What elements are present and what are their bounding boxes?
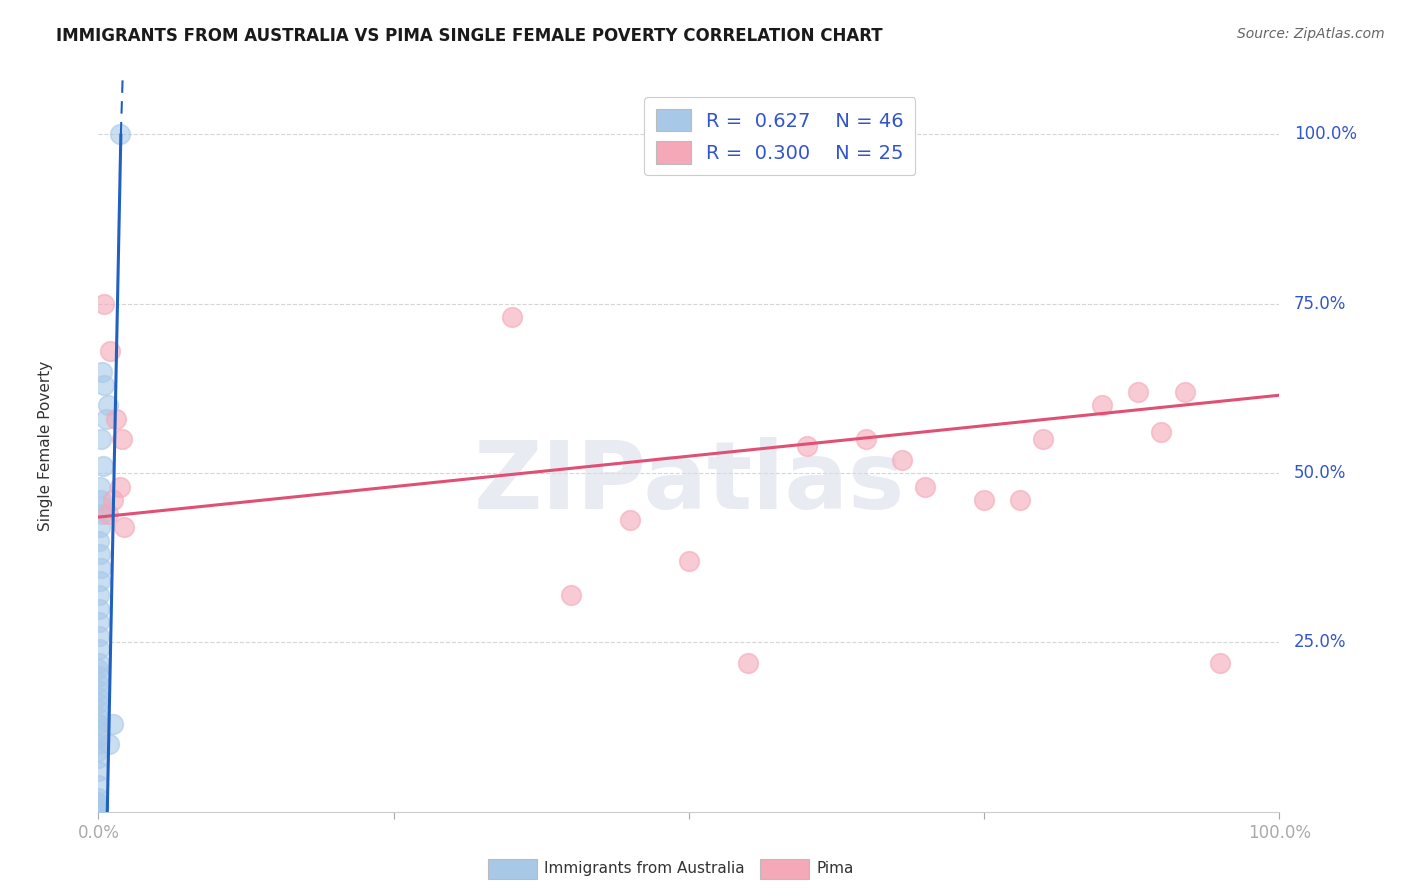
Point — [91, 500, 114, 514]
Point — [112, 520, 135, 534]
Point — [678, 554, 700, 568]
Point — [1150, 425, 1173, 440]
Point — [87, 764, 110, 778]
Point — [1174, 384, 1197, 399]
Point — [89, 601, 111, 615]
Point — [105, 412, 128, 426]
Point — [87, 615, 110, 629]
Point — [87, 797, 110, 812]
Point — [87, 723, 110, 738]
Point — [98, 344, 121, 359]
Point — [1126, 384, 1149, 399]
Point — [796, 439, 818, 453]
Point — [89, 574, 111, 589]
Point — [87, 778, 110, 792]
Point — [97, 398, 120, 412]
Point — [90, 493, 112, 508]
Point — [91, 507, 114, 521]
Point — [619, 514, 641, 528]
Point — [87, 716, 110, 731]
Point — [87, 710, 110, 724]
Point — [91, 364, 114, 378]
Point — [101, 493, 124, 508]
Point — [87, 799, 110, 814]
Point — [87, 669, 110, 683]
Point — [87, 795, 110, 809]
Point — [87, 797, 110, 811]
Point — [87, 690, 110, 704]
Point — [87, 801, 110, 815]
Point — [973, 493, 995, 508]
Point — [90, 432, 112, 446]
Point — [560, 588, 582, 602]
Point — [87, 656, 110, 670]
Text: Source: ZipAtlas.com: Source: ZipAtlas.com — [1237, 27, 1385, 41]
Point — [890, 452, 912, 467]
Point — [87, 697, 110, 711]
Point — [108, 480, 131, 494]
Point — [90, 561, 112, 575]
Point — [97, 507, 120, 521]
Point — [87, 791, 110, 805]
Point — [101, 716, 124, 731]
Point — [1032, 432, 1054, 446]
Text: Single Female Poverty: Single Female Poverty — [38, 361, 53, 531]
Point — [87, 629, 110, 643]
Text: 75.0%: 75.0% — [1294, 294, 1346, 313]
Point — [89, 547, 111, 561]
Point — [89, 520, 111, 534]
Point — [111, 432, 134, 446]
Point — [501, 310, 523, 325]
Point — [87, 737, 110, 751]
Text: 25.0%: 25.0% — [1294, 633, 1346, 651]
Point — [89, 588, 111, 602]
Point — [1091, 398, 1114, 412]
Legend: R =  0.627    N = 46, R =  0.300    N = 25: R = 0.627 N = 46, R = 0.300 N = 25 — [644, 97, 915, 176]
Text: IMMIGRANTS FROM AUSTRALIA VS PIMA SINGLE FEMALE POVERTY CORRELATION CHART: IMMIGRANTS FROM AUSTRALIA VS PIMA SINGLE… — [56, 27, 883, 45]
Point — [91, 459, 114, 474]
Point — [98, 737, 121, 751]
Point — [737, 656, 759, 670]
Point — [94, 412, 117, 426]
Point — [87, 744, 110, 758]
Point — [87, 663, 110, 677]
Point — [108, 128, 131, 142]
Point — [1209, 656, 1232, 670]
Point — [87, 676, 110, 690]
Text: 100.0%: 100.0% — [1294, 126, 1357, 144]
Text: ZIPatlas: ZIPatlas — [474, 436, 904, 529]
Text: 50.0%: 50.0% — [1294, 464, 1346, 482]
Point — [914, 480, 936, 494]
Point — [855, 432, 877, 446]
Point — [87, 533, 110, 548]
Text: Pima: Pima — [815, 862, 853, 876]
Point — [87, 730, 110, 744]
Point — [87, 682, 110, 697]
Point — [87, 703, 110, 717]
Point — [87, 642, 110, 657]
Text: Immigrants from Australia: Immigrants from Australia — [544, 862, 745, 876]
Point — [1008, 493, 1031, 508]
Point — [87, 750, 110, 764]
Point — [89, 480, 111, 494]
Point — [93, 297, 115, 311]
Point — [93, 378, 115, 392]
